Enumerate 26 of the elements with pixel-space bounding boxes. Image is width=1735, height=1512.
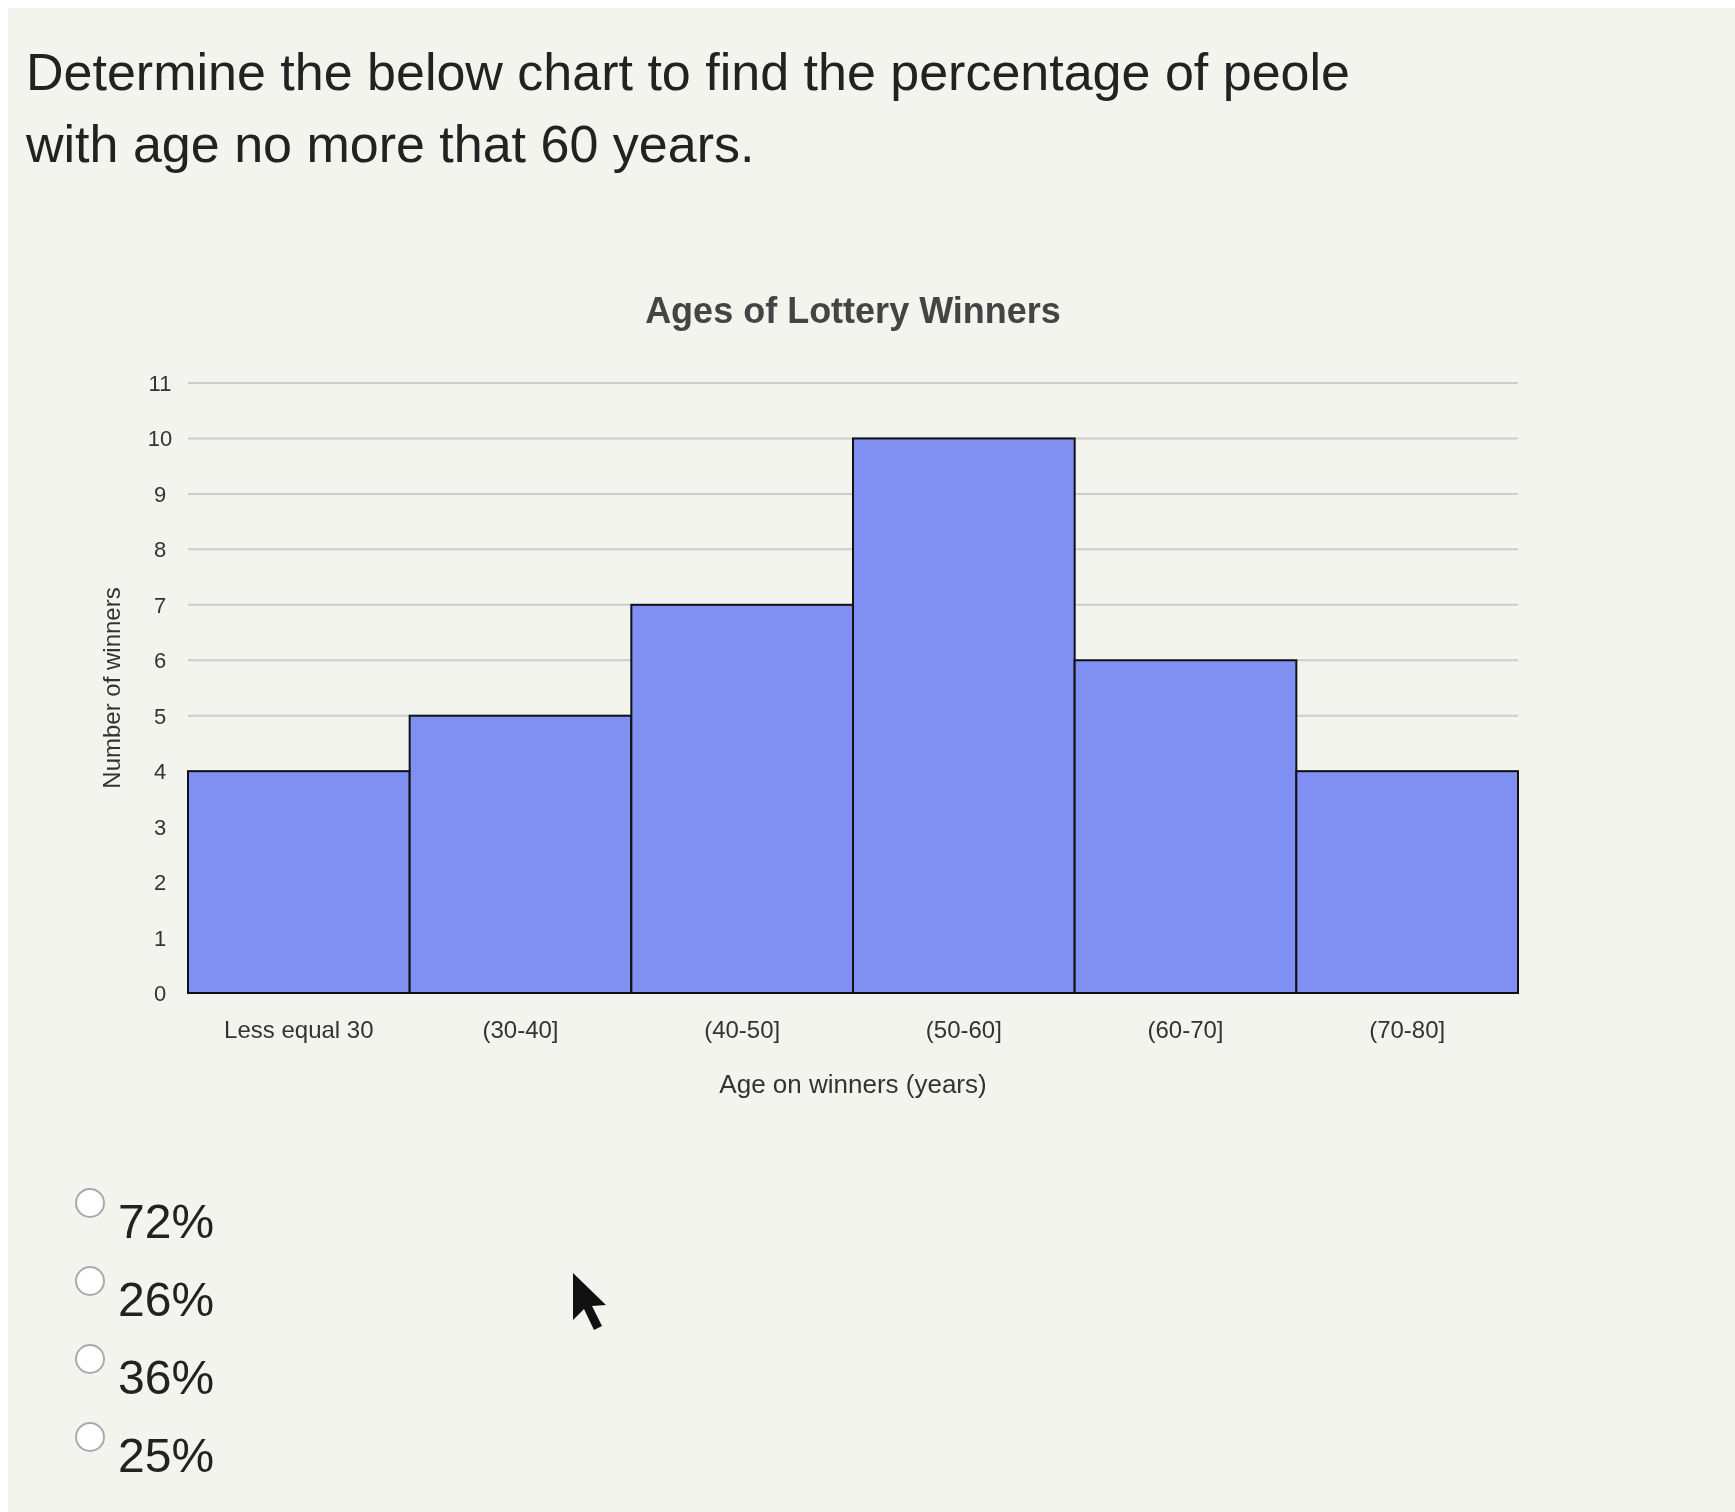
x-tick-label: (30-40]	[482, 1016, 559, 1043]
x-tick-label: (70-80]	[1369, 1016, 1446, 1043]
y-tick-label: 9	[153, 481, 167, 507]
y-tick-label: 2	[153, 870, 167, 896]
y-tick-label: 6	[153, 648, 167, 674]
text: Determine the below chart to find the percentage of peole with age no more that 60 years.	[25, 43, 1350, 173]
text: 72%	[118, 1195, 215, 1248]
y-tick-label: 3	[153, 814, 167, 840]
y-tick-label: 8	[153, 537, 167, 563]
y-tick-label: 10	[147, 426, 173, 452]
y-tick-label: 1	[153, 925, 167, 951]
chart-title: Ages of Lottery Winners	[645, 290, 1061, 331]
x-tick-label: (50-60]	[925, 1016, 1002, 1043]
y-axis-title: Number of winners	[98, 587, 125, 789]
y-tick-label: 4	[153, 759, 167, 785]
text: 36%	[118, 1351, 215, 1404]
y-tick-label: 0	[153, 981, 167, 1006]
x-tick-label: (60-70]	[1147, 1016, 1224, 1043]
x-tick-label: (40-50]	[704, 1016, 781, 1043]
x-axis-title: Age on winners (years)	[719, 1069, 987, 1099]
y-tick-label: 11	[148, 371, 172, 396]
x-tick-label: Less equal 30	[224, 1016, 374, 1043]
text: 25%	[118, 1429, 215, 1482]
y-tick-label: 5	[153, 703, 167, 729]
text: 26%	[118, 1273, 215, 1326]
y-tick-label: 7	[153, 592, 167, 618]
